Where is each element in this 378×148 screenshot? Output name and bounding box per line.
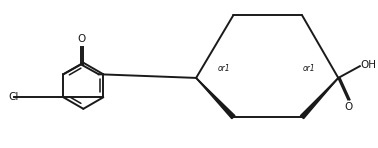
Text: OH: OH [361, 60, 377, 70]
Text: Cl: Cl [9, 92, 19, 102]
Polygon shape [196, 78, 235, 119]
Text: or1: or1 [218, 64, 230, 73]
Polygon shape [301, 78, 338, 119]
Text: or1: or1 [303, 64, 316, 73]
Text: O: O [77, 34, 86, 44]
Text: O: O [345, 102, 353, 112]
